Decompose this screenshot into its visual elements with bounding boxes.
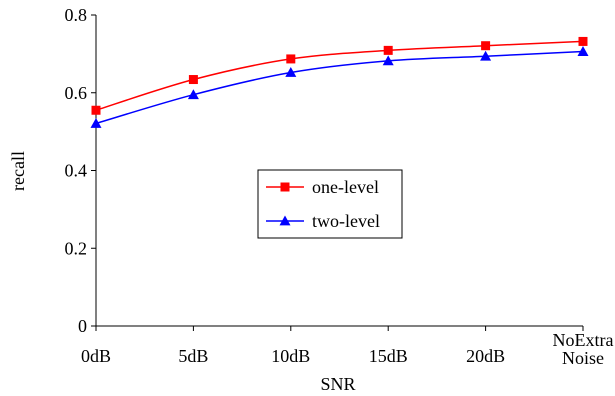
data-point-two-level — [480, 50, 492, 61]
data-point-two-level — [577, 46, 589, 56]
series-group — [90, 36, 589, 128]
legend-label: two-level — [312, 211, 380, 231]
series-two-level — [90, 46, 589, 128]
y-axis-label: recall — [8, 151, 28, 191]
y-tick-label: 0 — [78, 316, 87, 336]
data-point-two-level — [90, 117, 102, 128]
data-point-two-level — [285, 67, 297, 77]
x-axis-label: SNR — [320, 374, 355, 394]
series-line-one-level — [95, 40, 584, 111]
data-point-one-level — [383, 45, 393, 55]
legend: one-level two-level — [257, 169, 403, 239]
x-tick-label: 10dB — [271, 346, 310, 366]
x-tick-label: 15dB — [369, 346, 408, 366]
x-tick-label: 0dB — [81, 346, 111, 366]
data-point-one-level — [481, 41, 491, 51]
y-tick-label: 0.6 — [65, 83, 88, 103]
data-point-one-level — [286, 54, 296, 64]
series-line-two-level — [95, 50, 584, 125]
x-tick-label: 5dB — [178, 346, 208, 366]
legend-label: one-level — [312, 177, 379, 197]
data-point-two-level — [187, 89, 199, 100]
x-ticks: 0dB 5dB 10dB 15dB 20dB NoExtra Noise — [81, 326, 614, 368]
legend-swatch-marker — [279, 215, 291, 226]
series-one-level — [91, 36, 588, 115]
y-tick-label: 0.4 — [65, 161, 88, 181]
data-point-one-level — [578, 36, 588, 46]
x-tick-label: 20dB — [466, 346, 505, 366]
x-tick-label: NoExtra Noise — [553, 330, 614, 368]
y-tick-label: 0.2 — [65, 238, 88, 258]
data-point-one-level — [91, 105, 101, 115]
data-point-one-level — [188, 75, 198, 85]
legend-swatch-marker — [280, 182, 290, 192]
legend-item-two-level: two-level — [266, 211, 380, 231]
y-tick-label: 0.8 — [65, 5, 88, 25]
data-point-two-level — [382, 55, 394, 66]
y-ticks: 0 0.2 0.4 0.6 0.8 — [65, 5, 96, 336]
legend-item-one-level: one-level — [266, 177, 379, 197]
legend-box — [257, 169, 403, 239]
